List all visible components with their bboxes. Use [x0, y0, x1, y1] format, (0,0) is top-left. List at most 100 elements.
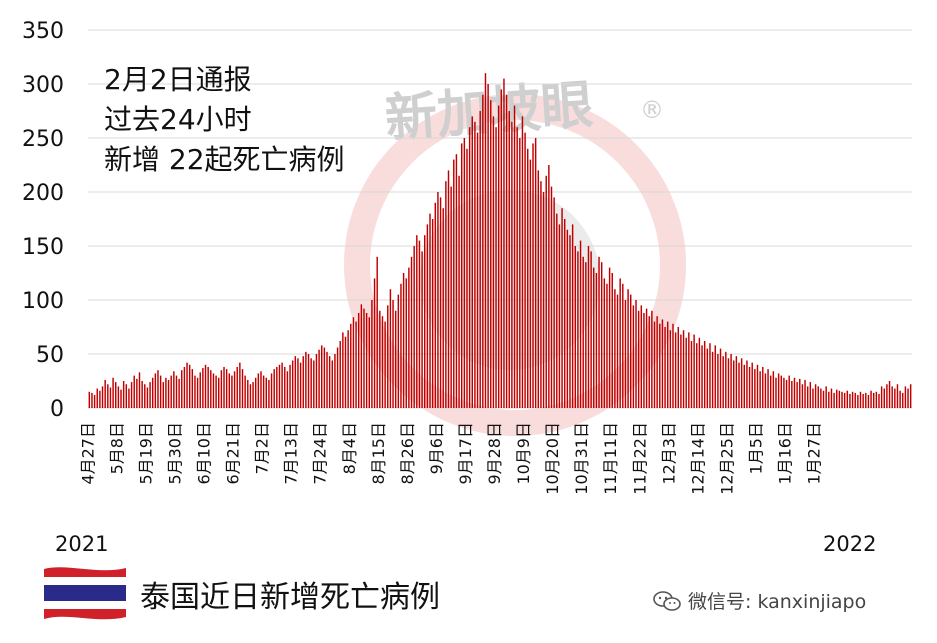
bar [545, 175, 547, 408]
bar [431, 219, 434, 408]
bar [307, 354, 310, 408]
bar [542, 192, 545, 408]
bar [598, 256, 600, 408]
bar [199, 372, 201, 408]
bar [276, 366, 278, 408]
bar [305, 351, 307, 408]
bar [685, 337, 687, 408]
bar [809, 382, 812, 408]
x-tick-label: 11月22日 [630, 422, 649, 495]
bar [128, 388, 130, 408]
bars [88, 73, 912, 409]
bar [611, 273, 613, 408]
bar [505, 94, 508, 409]
bar [801, 384, 804, 408]
bar [244, 375, 246, 408]
bar [875, 391, 878, 408]
annotation-line-3: 新增 22起死亡病例 [104, 143, 345, 176]
bar [357, 312, 360, 408]
bar [637, 310, 640, 408]
bar [859, 391, 862, 408]
bar [666, 321, 669, 408]
bar [165, 377, 167, 408]
bar [418, 240, 421, 408]
bar [896, 384, 899, 408]
bar [843, 392, 846, 408]
bar [904, 386, 907, 408]
bar [141, 381, 143, 408]
annotation-line-1: 2月2日通报 [104, 63, 252, 96]
bar [521, 116, 524, 409]
bar [717, 354, 719, 408]
bar [175, 375, 178, 408]
bar [851, 391, 854, 408]
bar [791, 381, 793, 408]
bar [239, 362, 241, 408]
bar [659, 323, 661, 408]
bar [157, 370, 159, 408]
x-tick-label: 1月5日 [747, 422, 766, 474]
bar [262, 375, 265, 408]
y-tick-label: 350 [22, 19, 64, 44]
bar [471, 116, 473, 409]
bar [556, 213, 558, 408]
x-tick-label: 12月3日 [659, 422, 678, 485]
bar [527, 148, 529, 409]
x-tick-label: 9月17日 [456, 422, 475, 485]
bar [585, 262, 587, 408]
bar [389, 289, 392, 408]
bar [788, 375, 790, 408]
bar [93, 395, 96, 408]
bar [299, 362, 302, 408]
x-tick-label: 7月24日 [311, 422, 330, 485]
y-tick-label: 250 [22, 127, 64, 152]
bar [909, 384, 912, 408]
bar [257, 373, 260, 408]
year-label-start: 2021 [55, 532, 109, 556]
bar [442, 208, 444, 408]
bar [434, 202, 437, 408]
bar [857, 395, 859, 408]
bar [727, 358, 730, 408]
bar [513, 105, 516, 408]
bar [482, 94, 484, 409]
bar [574, 246, 576, 408]
x-tick-label: 9月28日 [485, 422, 504, 485]
bar [817, 386, 819, 408]
bar [107, 384, 109, 408]
bar [614, 289, 616, 408]
bar [223, 366, 225, 408]
bar [336, 347, 339, 408]
bar [812, 388, 814, 408]
bar [688, 332, 690, 408]
bar [183, 366, 186, 408]
bar [350, 323, 352, 408]
bar [260, 371, 262, 408]
bar [664, 327, 666, 408]
bar [408, 267, 410, 408]
bar [616, 294, 619, 408]
bar [117, 386, 120, 408]
bar [677, 327, 679, 408]
x-tick-label: 5月30日 [165, 422, 184, 485]
bar [785, 379, 788, 408]
bar [553, 197, 555, 408]
bar [397, 294, 400, 408]
bar [838, 390, 841, 408]
bar [355, 321, 357, 408]
bar [537, 170, 540, 408]
bar [880, 386, 883, 408]
bar [101, 386, 104, 408]
gridlines [88, 29, 912, 409]
bar [281, 362, 283, 408]
bar [318, 349, 320, 408]
bar [413, 246, 415, 408]
bar [862, 393, 864, 408]
bar [294, 356, 297, 408]
annotation-line-2: 过去24小时 [104, 103, 252, 136]
x-tick-label: 10月9日 [514, 422, 533, 485]
bar [394, 310, 397, 408]
bar [577, 251, 579, 408]
bar [714, 345, 716, 408]
thailand-flag-icon [44, 567, 126, 620]
